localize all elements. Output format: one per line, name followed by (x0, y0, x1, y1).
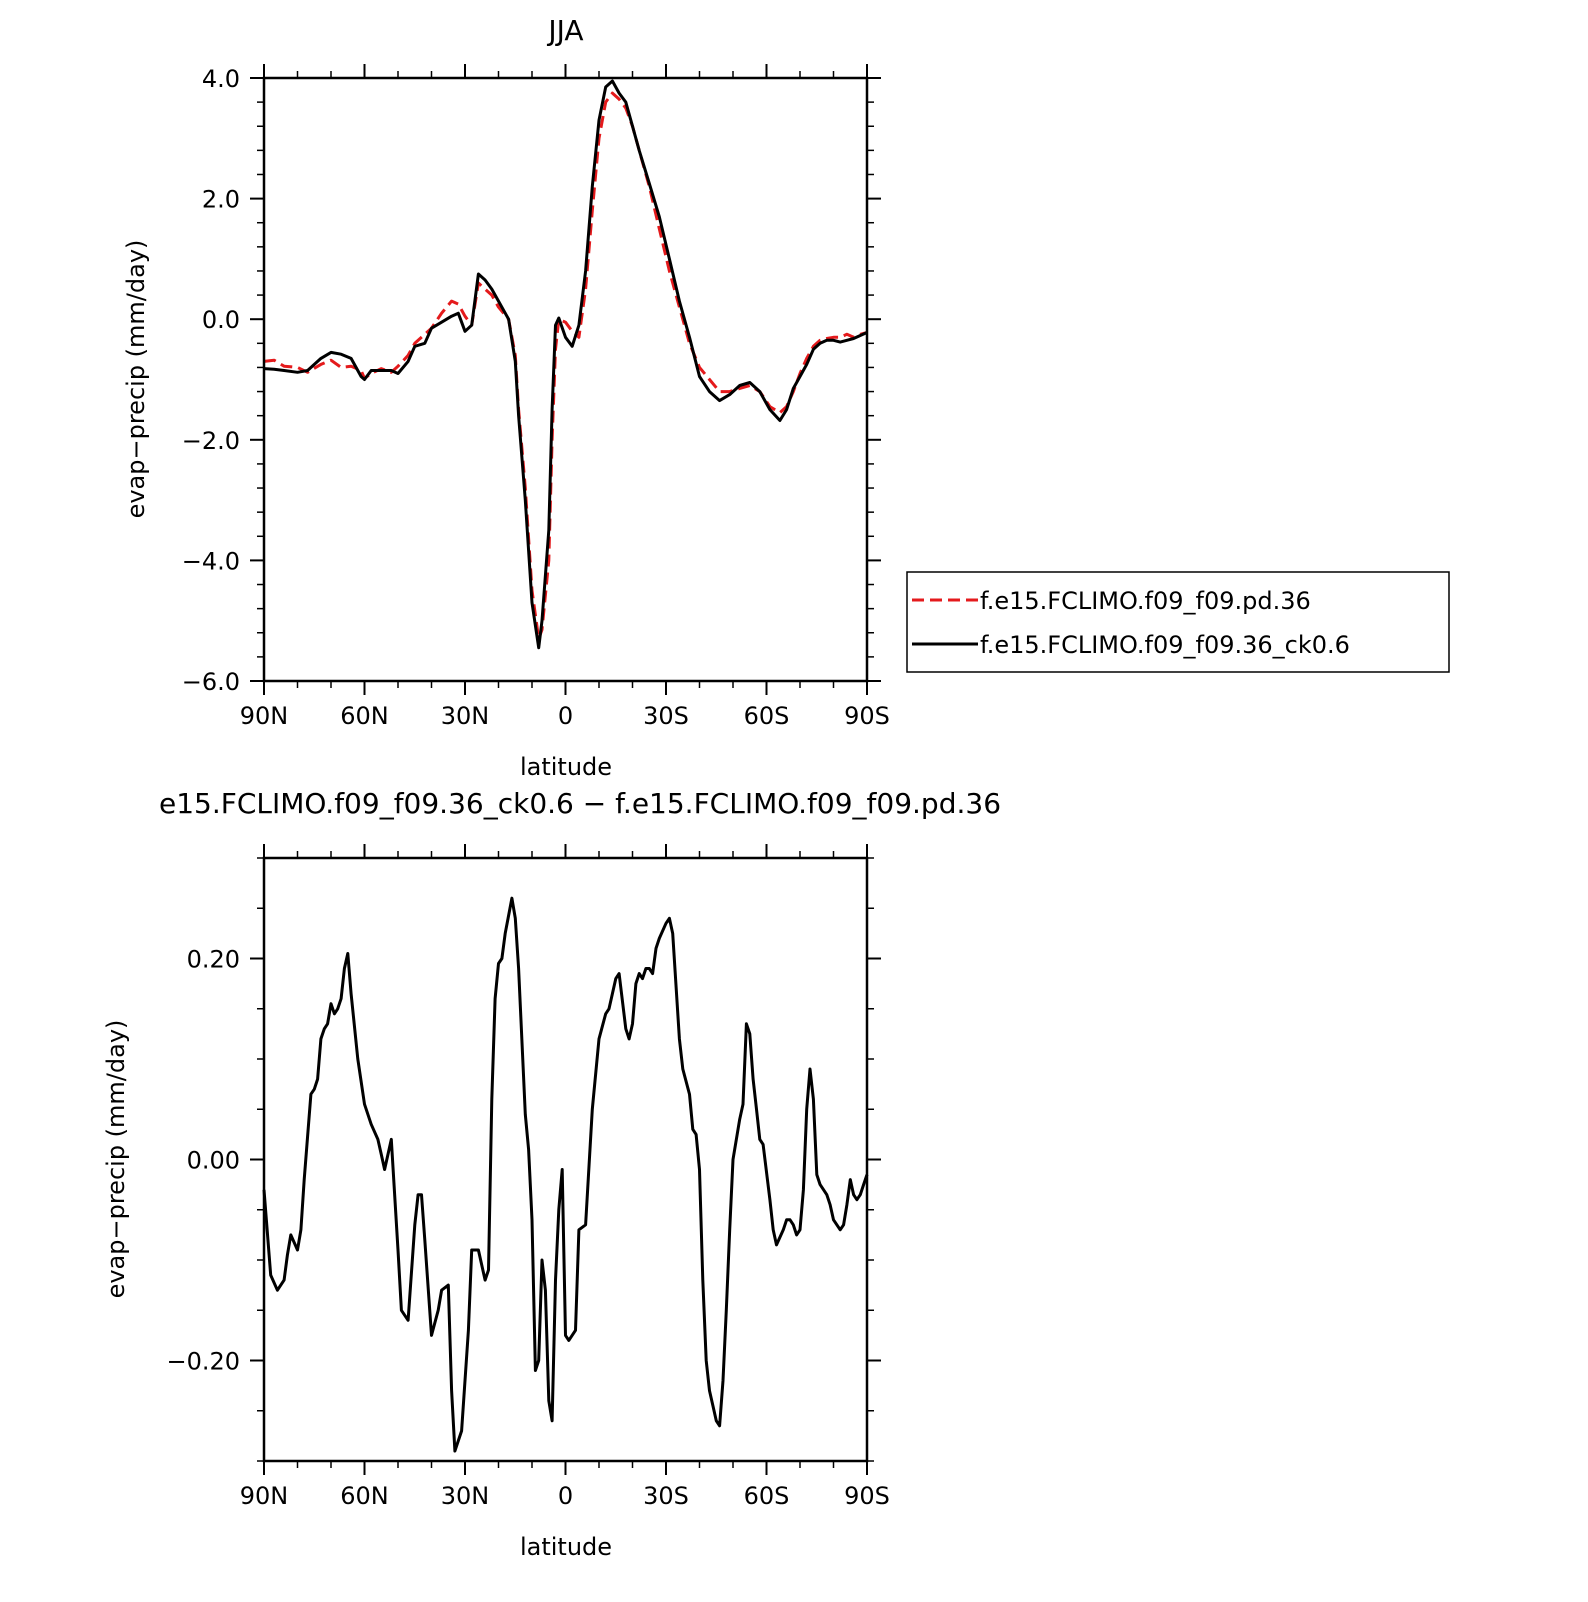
top-panel: JJA 4.0 2.0 0.0 −2.0 −4.0 −6.0 90N 60N 30N 0 30S 6… (122, 14, 1450, 781)
x-tick-label: 30S (643, 702, 689, 730)
top-chart-title: JJA (546, 14, 583, 47)
y-tick-label: 0.0 (202, 306, 240, 334)
y-tick-label: 4.0 (202, 65, 240, 93)
top-y-tick-labels: 4.0 2.0 0.0 −2.0 −4.0 −6.0 (182, 65, 240, 696)
bottom-plot-frame (262, 856, 869, 1463)
x-tick-label: 90S (844, 702, 890, 730)
x-tick-label: 0 (558, 702, 573, 730)
x-tick-label: 30N (441, 702, 490, 730)
bottom-y-tick-labels: 0.20 0.00 −0.20 (166, 946, 240, 1376)
series-line-0-1 (263, 79, 868, 650)
bottom-chart-title: e15.FCLIMO.f09_f09.36_ck0.6 − f.e15.FCLI… (159, 787, 1001, 820)
legend-label-ck06: f.e15.FCLIMO.f09_f09.36_ck0.6 (980, 631, 1350, 659)
x-tick-label: 30S (643, 1482, 689, 1510)
bottom-axis-ticks (250, 844, 881, 1475)
x-tick-label: 60N (340, 1482, 389, 1510)
x-tick-label: 90N (240, 1482, 289, 1510)
x-tick-label: 60S (744, 702, 790, 730)
y-tick-label: 0.20 (187, 946, 240, 974)
y-tick-label: 0.00 (187, 1147, 240, 1175)
series-line-0-0 (263, 91, 868, 641)
top-plot-frame (262, 76, 869, 683)
x-tick-label: 60S (744, 1482, 790, 1510)
legend: f.e15.FCLIMO.f09_f09.pd.36 f.e15.FCLIMO.… (906, 571, 1450, 673)
x-tick-label: 30N (441, 1482, 490, 1510)
legend-box (906, 571, 1450, 673)
x-tick-label: 0 (558, 1482, 573, 1510)
x-tick-label: 60N (340, 702, 389, 730)
bottom-x-tick-labels: 90N 60N 30N 0 30S 60S 90S (240, 1482, 890, 1510)
bottom-y-axis-label: evap−precip (mm/day) (102, 1020, 130, 1299)
bottom-panel: e15.FCLIMO.f09_f09.36_ck0.6 − f.e15.FCLI… (102, 787, 1001, 1561)
y-tick-label: 2.0 (202, 186, 240, 214)
y-tick-label: −6.0 (182, 668, 240, 696)
top-y-axis-label: evap−precip (mm/day) (122, 240, 150, 519)
y-tick-label: −0.20 (166, 1348, 240, 1376)
top-x-tick-labels: 90N 60N 30N 0 30S 60S 90S (240, 702, 890, 730)
legend-label-pd36: f.e15.FCLIMO.f09_f09.pd.36 (980, 587, 1311, 615)
x-tick-label: 90N (240, 702, 289, 730)
series-line-1-0 (262, 896, 869, 1453)
top-series-lines (263, 79, 868, 650)
y-tick-label: −4.0 (182, 547, 240, 575)
bottom-x-axis-label: latitude (520, 1533, 612, 1561)
top-x-axis-label: latitude (520, 753, 612, 781)
y-tick-label: −2.0 (182, 427, 240, 455)
top-axis-ticks (250, 64, 881, 695)
x-tick-label: 90S (844, 1482, 890, 1510)
bottom-series-lines (262, 896, 869, 1453)
